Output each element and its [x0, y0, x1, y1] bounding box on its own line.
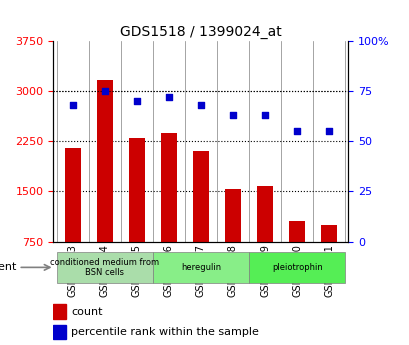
FancyBboxPatch shape: [153, 252, 248, 283]
Text: agent: agent: [0, 263, 17, 272]
Point: [165, 95, 172, 100]
Bar: [256, 186, 272, 292]
Text: pleiotrophin: pleiotrophin: [271, 263, 322, 272]
Text: conditioned medium from
BSN cells: conditioned medium from BSN cells: [50, 258, 159, 277]
Bar: [64, 148, 81, 292]
Title: GDS1518 / 1399024_at: GDS1518 / 1399024_at: [120, 25, 281, 39]
Point: [293, 129, 300, 134]
Bar: [128, 138, 144, 292]
Text: heregulin: heregulin: [180, 263, 220, 272]
Bar: [160, 133, 176, 292]
Bar: [192, 151, 209, 292]
Bar: [53, 304, 66, 319]
Bar: [97, 80, 112, 292]
Point: [133, 99, 139, 104]
FancyBboxPatch shape: [248, 252, 344, 283]
Point: [229, 113, 236, 118]
Point: [261, 113, 268, 118]
Point: [69, 103, 76, 108]
Bar: [288, 221, 304, 292]
Bar: [225, 189, 240, 292]
FancyBboxPatch shape: [56, 252, 153, 283]
Text: percentile rank within the sample: percentile rank within the sample: [71, 327, 258, 337]
Bar: [53, 325, 66, 339]
Bar: [320, 225, 337, 292]
Point: [197, 103, 204, 108]
Point: [325, 129, 332, 134]
Text: count: count: [71, 307, 103, 317]
Point: [101, 89, 108, 94]
